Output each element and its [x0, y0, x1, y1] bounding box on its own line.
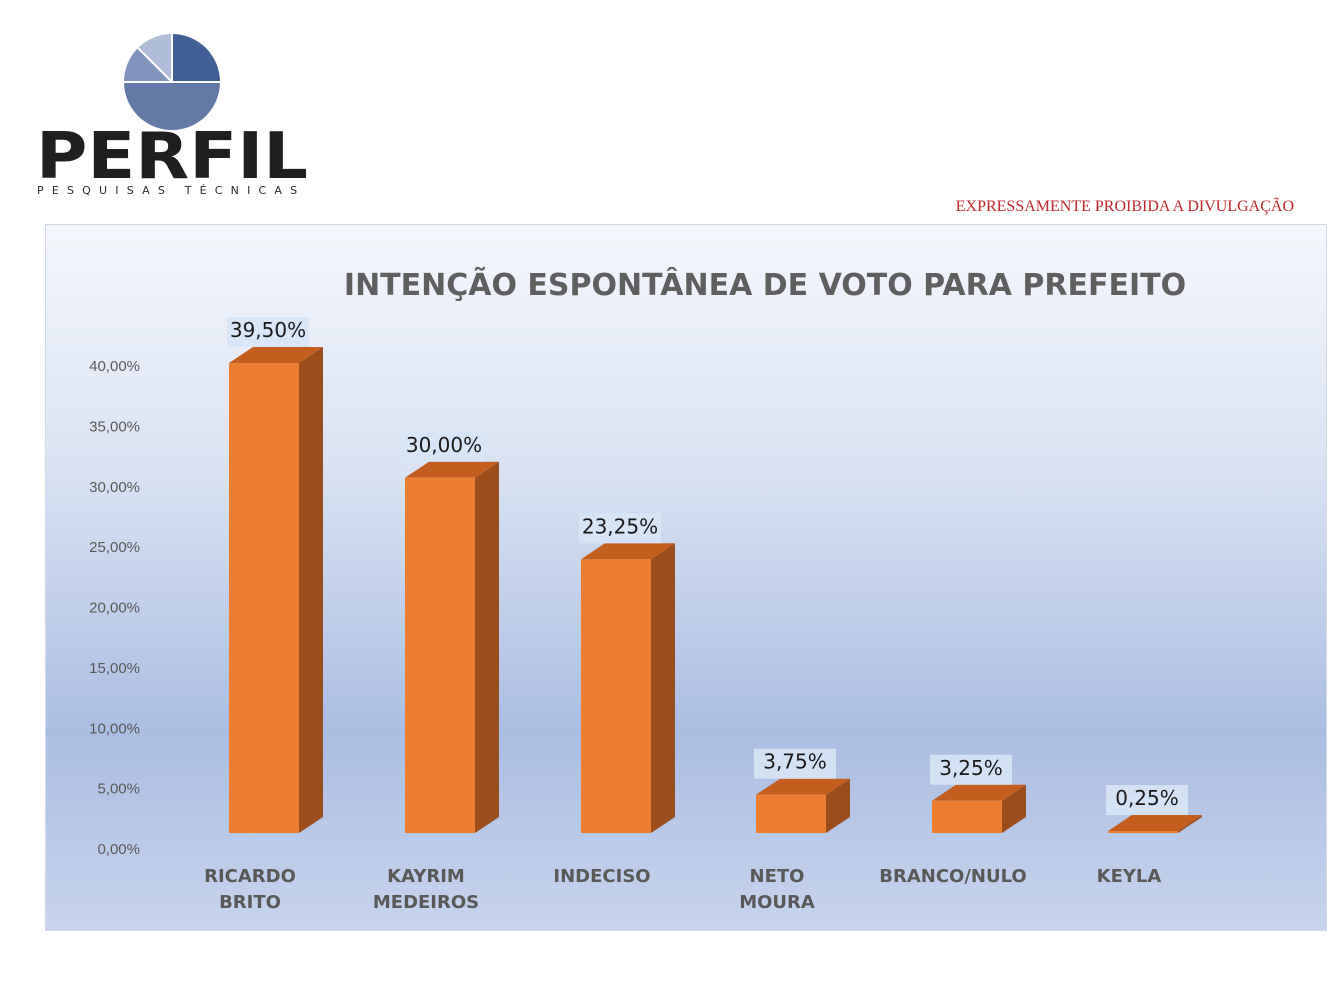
x-category-label: INDECISO	[553, 866, 650, 887]
bar-side-face	[651, 543, 675, 833]
data-label-box	[227, 317, 309, 348]
y-tick-label: 0,00%	[97, 841, 140, 858]
data-label: 23,25%	[582, 514, 658, 538]
logo-wordmark: PERFIL	[36, 128, 308, 184]
x-category-label: RICARDO	[204, 866, 296, 887]
bar-top-face	[581, 543, 675, 560]
data-label: 39,50%	[230, 318, 306, 342]
bar-side-face	[1002, 784, 1026, 833]
bar-top-face	[1108, 815, 1202, 831]
y-tick-label: 20,00%	[89, 600, 140, 617]
y-tick-label: 35,00%	[89, 418, 140, 435]
y-tick-label: 15,00%	[89, 660, 140, 677]
x-category-label: BRITO	[219, 892, 281, 913]
x-category-label: KAYRIM	[387, 866, 465, 887]
x-category-label: NETO	[750, 866, 805, 887]
y-tick-label: 10,00%	[89, 720, 140, 737]
data-label: 3,25%	[939, 756, 1003, 780]
confidential-notice: EXPRESSAMENTE PROIBIDA A DIVULGAÇÃO	[955, 198, 1294, 215]
data-label-box	[403, 431, 485, 462]
x-category-label: MEDEIROS	[373, 892, 479, 913]
data-label-box	[1106, 785, 1188, 815]
y-tick-label: 25,00%	[89, 539, 140, 556]
data-label: 3,75%	[763, 750, 827, 774]
bar-side-face	[475, 461, 499, 833]
bar-top-face	[932, 784, 1026, 801]
y-tick-label: 5,00%	[97, 781, 140, 798]
pie-chart-logo-icon	[123, 33, 220, 130]
x-category-label: BRANCO/NULO	[879, 866, 1026, 887]
data-label: 0,25%	[1115, 786, 1179, 810]
chart-title: INTENÇÃO ESPONTÂNEA DE VOTO PARA PREFEIT…	[343, 268, 1187, 303]
data-label: 30,00%	[406, 433, 482, 457]
data-label-box	[754, 748, 836, 779]
y-tick-label: 30,00%	[89, 479, 140, 496]
bar	[405, 477, 475, 833]
x-category-label: KEYLA	[1097, 866, 1162, 887]
bar	[229, 363, 299, 833]
data-label-box	[930, 754, 1012, 785]
bar	[756, 794, 826, 833]
bar-top-face	[229, 347, 323, 364]
bar-side-face	[299, 347, 323, 833]
bar	[1108, 831, 1178, 833]
x-category-label: MOURA	[739, 892, 815, 913]
data-label-box	[579, 513, 661, 544]
bar-top-face	[756, 778, 850, 795]
bar-side-face	[826, 778, 850, 833]
bar	[581, 559, 651, 833]
logo-wordmark-text: PERFIL	[36, 128, 308, 184]
logo-tagline: PESQUISAS TÉCNICAS	[37, 184, 306, 197]
bar-side-face	[1178, 815, 1202, 833]
bar-top-face	[405, 461, 499, 478]
bar	[932, 800, 1002, 833]
y-tick-label: 40,00%	[89, 358, 140, 375]
